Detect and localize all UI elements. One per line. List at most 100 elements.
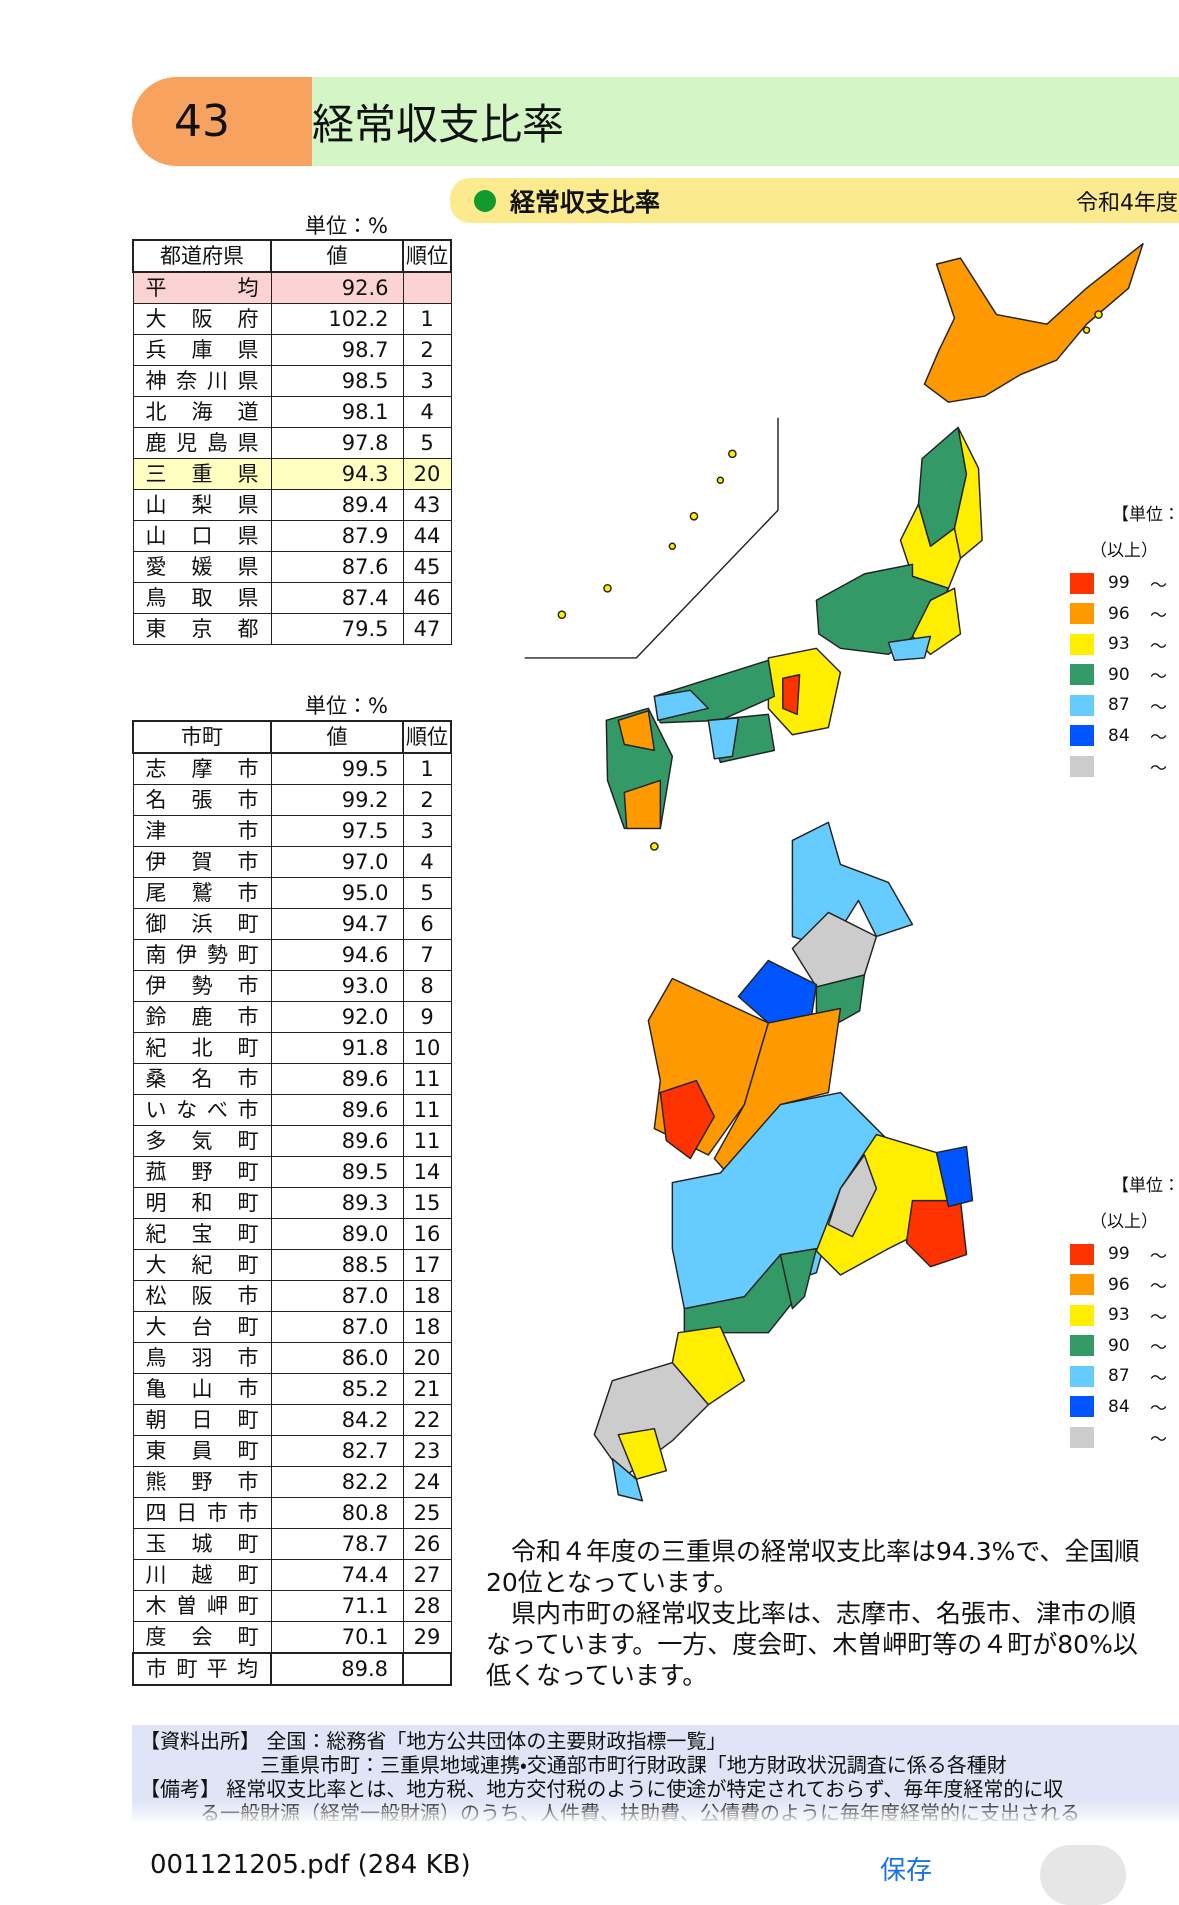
rank-cell: 25	[402, 1497, 452, 1529]
legend-level: 87	[1108, 1366, 1130, 1386]
value-cell: 78.7	[270, 1528, 404, 1560]
name-cell: 度会町	[132, 1621, 272, 1654]
rank-cell: 2	[402, 784, 452, 816]
legend-row: 93 ～	[1070, 633, 1167, 657]
name-cell: 鈴鹿市	[132, 1001, 272, 1033]
legend-range-mark: ～	[1150, 575, 1167, 596]
legend-row: 93 ～	[1070, 1304, 1167, 1328]
data-row: 尾鷲市 95.0 5	[132, 877, 452, 909]
rank-cell: 26	[402, 1528, 452, 1560]
data-row: いなべ市 89.6 11	[132, 1094, 452, 1126]
legend-range-mark: ～	[1150, 758, 1167, 779]
value-cell: 99.5	[270, 752, 404, 785]
legend-level: 84	[1108, 725, 1130, 746]
data-row: 三重県 94.3 20	[132, 458, 452, 490]
value-cell: 82.2	[270, 1466, 404, 1498]
paragraph-line: 令和４年度の三重県の経常収支比率は94.3%で、全国順	[486, 1537, 1140, 1566]
legend-range-mark: ～	[1150, 1338, 1167, 1358]
legend-swatch	[1070, 725, 1094, 746]
rank-cell: 21	[402, 1373, 452, 1405]
name-cell: 山梨県	[132, 489, 272, 521]
rank-cell: 1	[402, 752, 452, 785]
header-cell: 都道府県	[132, 239, 272, 273]
data-row: 紀北町 91.8 10	[132, 1032, 452, 1064]
legend-row: ～	[1070, 755, 1167, 779]
value-cell: 87.0	[270, 1280, 404, 1312]
legend-swatch	[1070, 1274, 1094, 1295]
value-cell: 95.0	[270, 877, 404, 909]
legend-row: 87 ～	[1070, 694, 1167, 718]
legend-level: 96	[1108, 603, 1130, 624]
rank-cell: 2	[402, 334, 452, 366]
rank-cell: 3	[402, 365, 452, 397]
data-row: 川越町 74.4 27	[132, 1559, 452, 1591]
value-cell: 98.1	[270, 396, 404, 428]
rank-cell: 6	[402, 908, 452, 940]
name-cell: 平均	[132, 271, 272, 304]
data-row: 木曽岬町 71.1 28	[132, 1590, 452, 1622]
name-cell: 桑名市	[132, 1063, 272, 1095]
value-cell: 93.0	[270, 970, 404, 1002]
legend-swatch	[1070, 633, 1094, 655]
name-cell: 神奈川県	[132, 365, 272, 397]
header-row: 都道府県値順位	[132, 239, 452, 273]
rank-cell: 27	[402, 1559, 452, 1591]
legend-header: （以上）	[1090, 541, 1158, 561]
section-title: 経常収支比率	[510, 187, 661, 217]
legend-range-mark: ～	[1150, 1429, 1167, 1450]
legend-level: 96	[1108, 1274, 1130, 1295]
value-cell: 87.9	[270, 520, 404, 552]
header-cell: 市町	[132, 720, 272, 754]
rank-cell: 9	[402, 1001, 452, 1033]
rank-cell: 10	[402, 1032, 452, 1064]
value-cell: 84.2	[270, 1404, 404, 1436]
legend-range-mark: ～	[1150, 1246, 1167, 1267]
legend-level: 99	[1108, 573, 1130, 593]
header-cell: 値	[270, 720, 404, 754]
rank-cell: 29	[402, 1621, 452, 1654]
data-row: 桑名市 89.6 11	[132, 1063, 452, 1095]
paragraph-line: 県内市町の経常収支比率は、志摩市、名張市、津市の順	[486, 1599, 1137, 1628]
name-cell: 川越町	[132, 1559, 272, 1591]
name-cell: 木曽岬町	[132, 1590, 272, 1622]
paragraph-line: 20位となっています。	[486, 1568, 739, 1597]
value-cell: 99.2	[270, 784, 404, 816]
rank-cell: 16	[402, 1218, 452, 1250]
legend-level: 90	[1108, 664, 1130, 685]
data-row: 鈴鹿市 92.0 9	[132, 1001, 452, 1033]
legend-range-mark: ～	[1150, 636, 1167, 657]
rank-cell: 7	[402, 939, 452, 971]
data-row: 神奈川県 98.5 3	[132, 365, 452, 397]
header-cell: 順位	[402, 239, 452, 273]
value-cell: 94.7	[270, 908, 404, 940]
data-row: 山口県 87.9 44	[132, 520, 452, 552]
value-cell: 102.2	[270, 303, 404, 335]
data-row: 東員町 82.7 23	[132, 1435, 452, 1467]
note-line: 【備考】 経常収支比率とは、地方税、地方交付税のように使途が特定されておらず、毎…	[140, 1777, 1064, 1801]
save-button[interactable]: 保存	[880, 1856, 933, 1886]
data-row: 南伊勢町 94.6 7	[132, 939, 452, 971]
rank-cell: 11	[402, 1063, 452, 1095]
data-row: 菰野町 89.5 14	[132, 1156, 452, 1188]
name-cell: 市町平均	[132, 1652, 272, 1686]
paragraph-line: 低くなっています。	[486, 1661, 708, 1690]
chapter-number: 43	[132, 77, 312, 166]
section-year: 令和4年度	[1076, 190, 1178, 216]
data-row: 名張市 99.2 2	[132, 784, 452, 816]
close-button[interactable]	[1040, 1845, 1126, 1905]
legend-range-mark: ～	[1150, 1307, 1167, 1328]
rank-cell	[402, 271, 452, 304]
rank-cell: 11	[402, 1125, 452, 1157]
data-row: 紀宝町 89.0 16	[132, 1218, 452, 1250]
paragraph: 令和４年度の三重県の経常収支比率は94.3%で、全国順 20位となっています。 県…	[486, 1536, 1179, 1691]
note-line: 三重県市町：三重県地域連携・交通部市町行財政課「地方財政状況調査に係る各種財	[140, 1753, 1007, 1777]
rank-cell: 45	[402, 551, 452, 583]
muni-table: 市町値順位 志摩市 99.5 1 名張市 99.2 2 津市 97.5 3 伊賀市 97.0 4 尾鷲市 9…	[132, 720, 452, 1686]
legend-swatch	[1070, 1335, 1094, 1356]
note-line: 【資料出所】 全国：総務省「地方公共団体の主要財政指標一覧」	[140, 1729, 727, 1753]
header-cell: 順位	[402, 720, 452, 754]
legend-swatch	[1070, 1396, 1094, 1417]
data-row: 御浜町 94.7 6	[132, 908, 452, 940]
name-cell: 南伊勢町	[132, 939, 272, 971]
title: 経常収支比率	[312, 100, 565, 149]
